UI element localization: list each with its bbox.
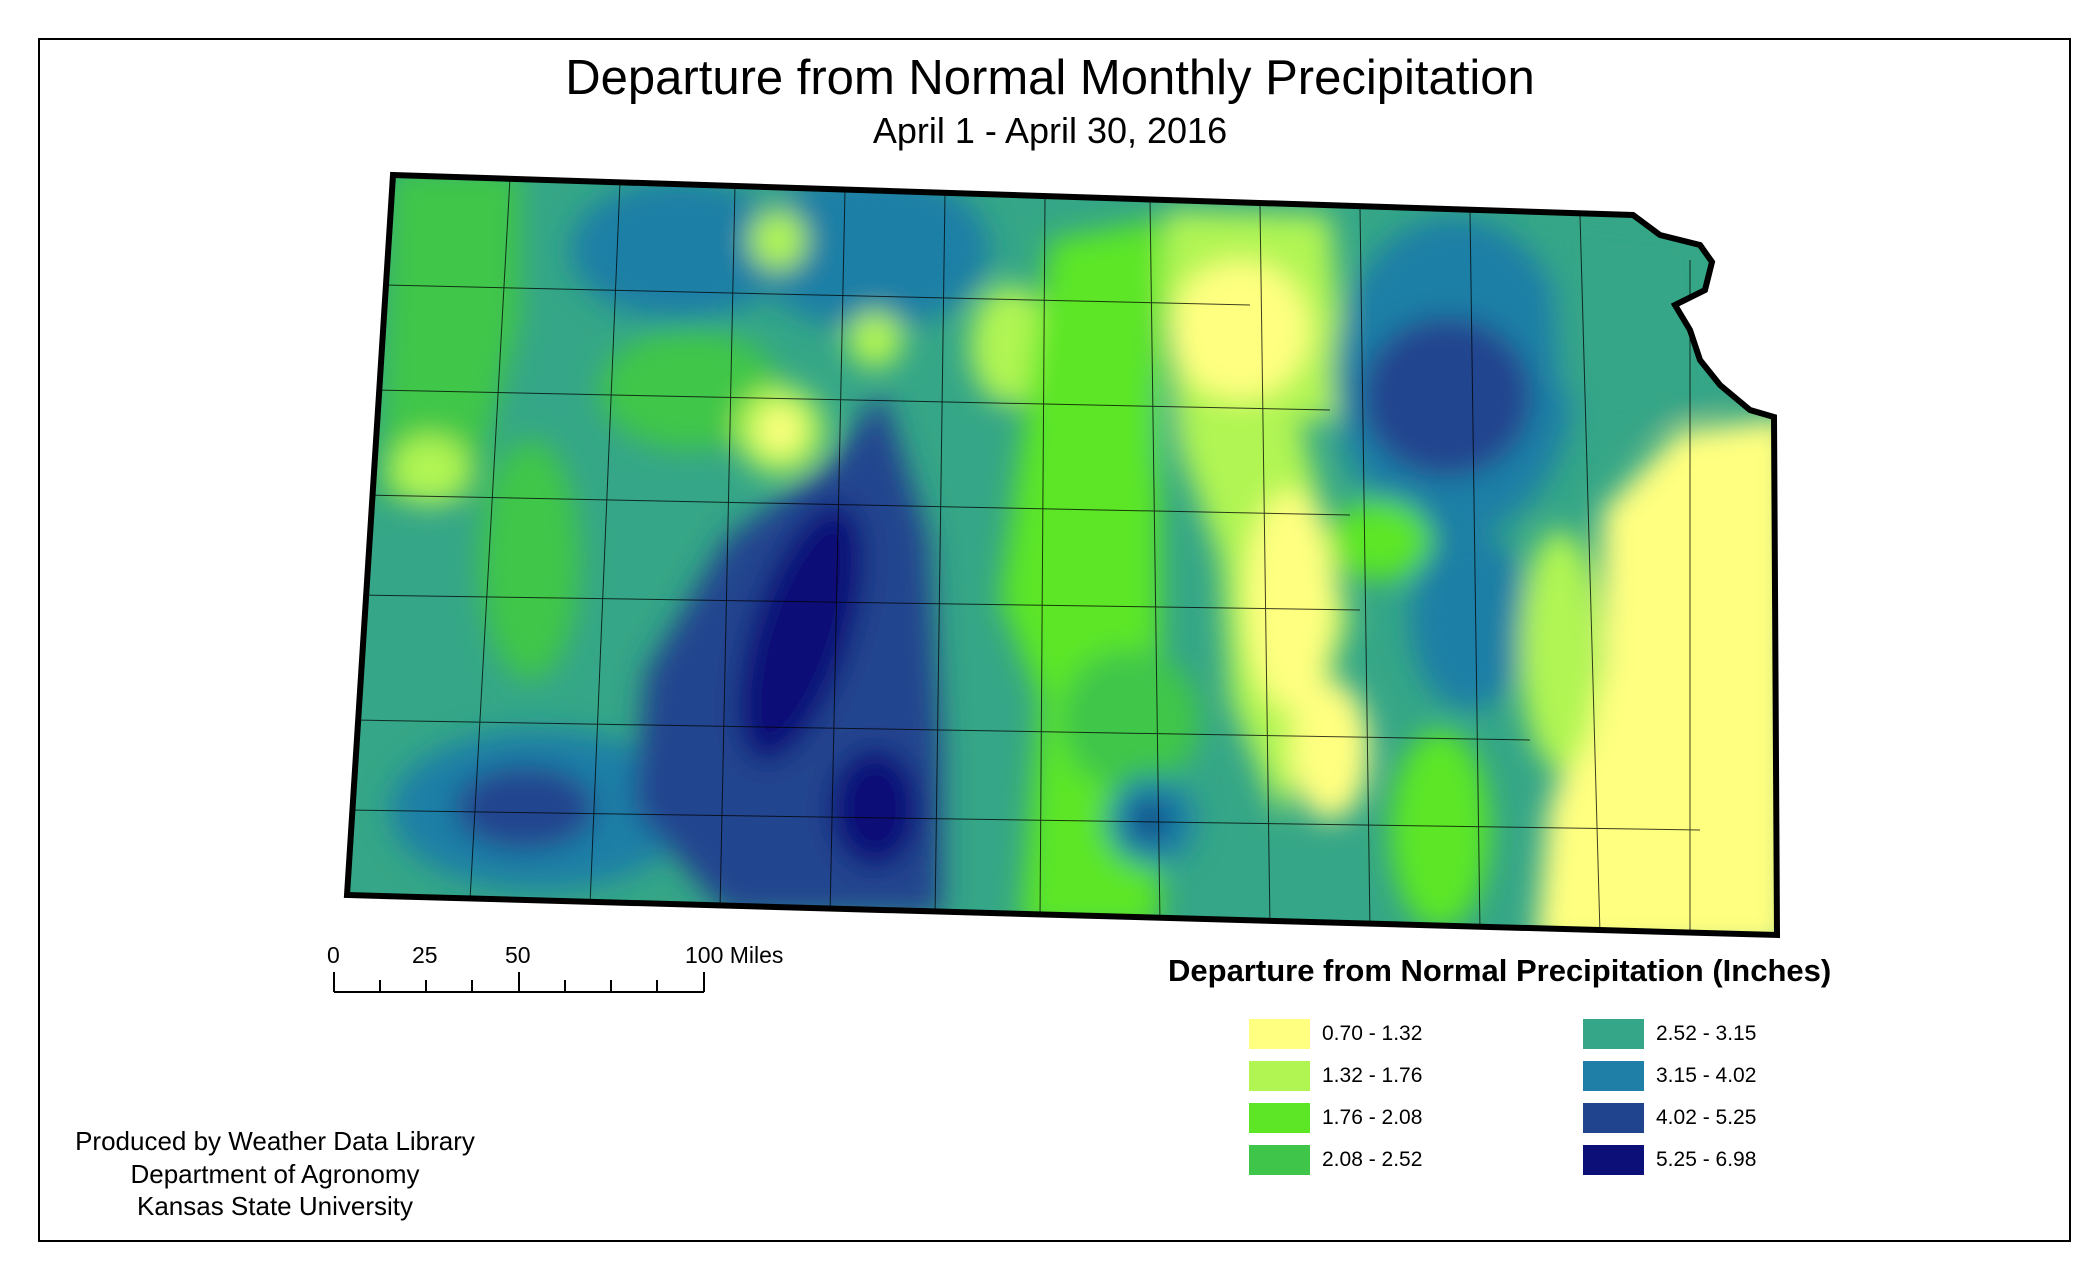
scale-label-0: 0: [327, 942, 340, 968]
scale-label-25: 25: [412, 942, 438, 968]
legend-swatch: [1583, 1061, 1644, 1091]
county-lines: [347, 177, 1701, 935]
legend-swatch: [1583, 1019, 1644, 1049]
legend-swatch: [1249, 1145, 1310, 1175]
precipitation-surface: [347, 175, 1777, 935]
map-title: Departure from Normal Monthly Precipitat…: [565, 51, 1535, 105]
legend-swatch: [1249, 1103, 1310, 1133]
credit-line-3: Kansas State University: [136, 1191, 413, 1221]
legend-label: 1.76 - 2.08: [1322, 1106, 1423, 1129]
legend-label: 5.25 - 6.98: [1656, 1148, 1757, 1171]
kansas-state-outline: [343, 171, 1781, 939]
legend-label: 1.32 - 1.76: [1322, 1064, 1423, 1087]
credit-line-2: Department of Agronomy: [130, 1159, 420, 1189]
scale-bar: [333, 972, 705, 993]
credit-line-1: Produced by Weather Data Library: [75, 1126, 475, 1156]
legend-label: 3.15 - 4.02: [1656, 1064, 1757, 1087]
legend-swatch: [1249, 1019, 1310, 1049]
scale-label-50: 50: [505, 942, 531, 968]
legend-swatch: [1583, 1103, 1644, 1133]
map-subtitle: April 1 - April 30, 2016: [872, 110, 1228, 151]
legend-label: 0.70 - 1.32: [1322, 1022, 1423, 1045]
legend-label: 2.08 - 2.52: [1322, 1148, 1423, 1171]
legend-swatch: [1583, 1145, 1644, 1175]
legend-label: 2.52 - 3.15: [1656, 1022, 1757, 1045]
map-frame: [38, 38, 2071, 1242]
legend-label: 4.02 - 5.25: [1656, 1106, 1757, 1129]
legend-swatch: [1249, 1061, 1310, 1091]
legend-title: Departure from Normal Precipitation (Inc…: [1168, 953, 1832, 988]
scale-label-100: 100 Miles: [685, 942, 784, 968]
